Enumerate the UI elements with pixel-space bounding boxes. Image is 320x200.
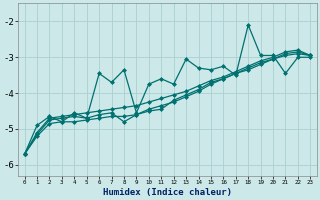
X-axis label: Humidex (Indice chaleur): Humidex (Indice chaleur) — [103, 188, 232, 197]
